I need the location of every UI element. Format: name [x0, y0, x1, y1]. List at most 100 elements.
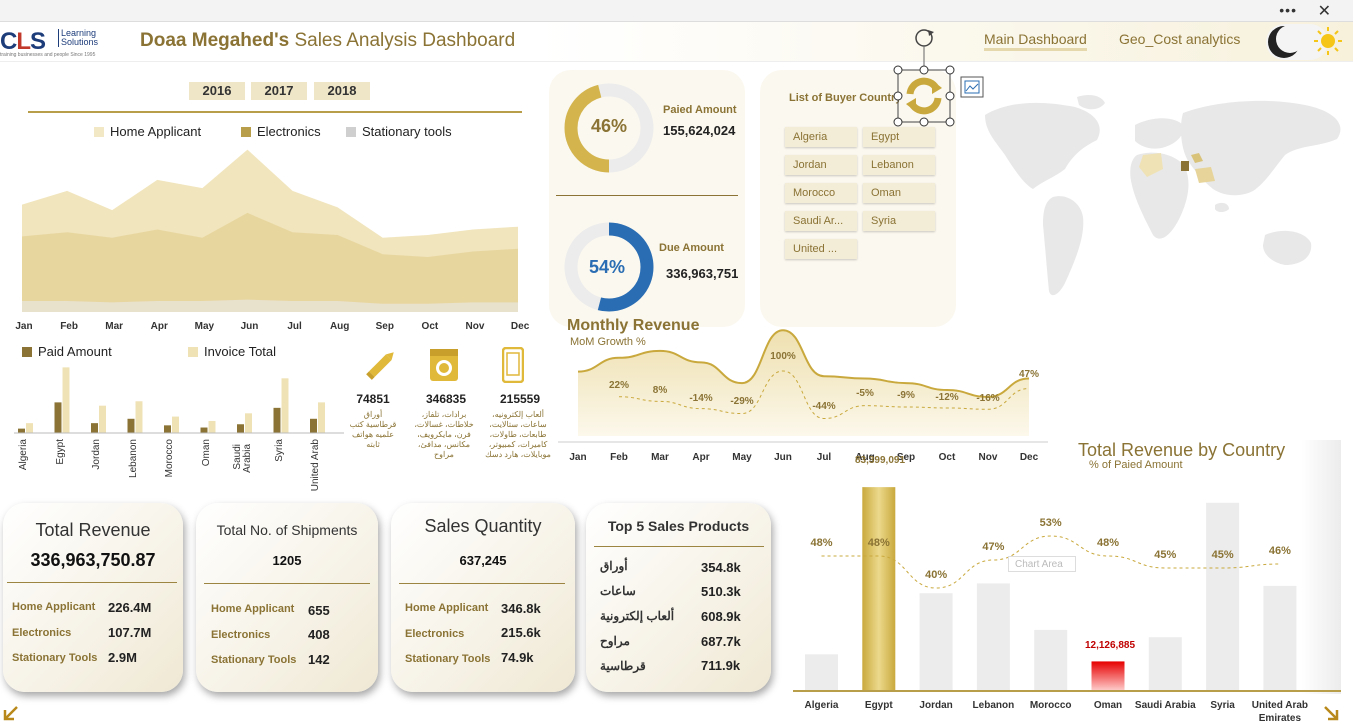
x-tick-label: Oman	[200, 439, 212, 467]
row-label: Home Applicant	[12, 601, 96, 613]
slicer-item-saudi-arabia[interactable]: Saudi Ar...	[785, 211, 857, 231]
growth-label: 100%	[770, 351, 796, 362]
category-area-chart[interactable]	[22, 140, 522, 315]
x-tick-label: Algeria	[18, 439, 29, 471]
refresh-icon[interactable]	[906, 77, 942, 115]
slicer-item-lebanon[interactable]: Lebanon	[863, 155, 935, 175]
bar-country-revenue[interactable]	[1263, 585, 1297, 691]
x-tick-label: Mar	[651, 452, 669, 463]
map-region-levant[interactable]	[1191, 153, 1203, 163]
x-tick-label: United Arab	[310, 439, 321, 492]
area-electronics[interactable]	[22, 212, 518, 312]
close-icon[interactable]: ✕	[1317, 3, 1331, 20]
bar-paid-amount[interactable]	[164, 425, 171, 433]
map-region-gulf[interactable]	[1195, 167, 1215, 183]
bar-country-revenue[interactable]	[1034, 629, 1068, 691]
percent-label: 46%	[1268, 545, 1291, 557]
bar-invoice-total[interactable]	[26, 423, 33, 433]
bar-paid-amount[interactable]	[237, 424, 244, 433]
arrow-down-left-icon[interactable]	[2, 704, 20, 722]
year-2016-button[interactable]: 2016	[189, 82, 245, 100]
bar-invoice-total[interactable]	[245, 413, 252, 433]
bar-paid-amount[interactable]	[310, 418, 317, 433]
country-revenue-chart[interactable]	[793, 440, 1341, 694]
slicer-item-uae[interactable]: United ...	[785, 239, 857, 259]
bar-country-revenue[interactable]	[805, 654, 838, 691]
bar-invoice-total[interactable]	[99, 405, 106, 433]
electronics-description: ألعاب إلكترونيه، ساعات، ستالايت، طابعات،…	[485, 410, 551, 459]
x-tick-label: Jordan	[91, 439, 102, 470]
percent-label: 53%	[1039, 517, 1062, 529]
row-value: 107.7M	[108, 625, 152, 640]
theme-toggle[interactable]	[1266, 24, 1346, 60]
map-region-egypt[interactable]	[1181, 161, 1189, 171]
rotate-handle-icon[interactable]	[915, 29, 934, 47]
bar-paid-amount[interactable]	[200, 427, 208, 433]
bar-country-revenue[interactable]	[862, 487, 896, 691]
x-tick-label: Jan	[15, 321, 33, 332]
bar-invoice-total[interactable]	[318, 402, 325, 433]
x-tick-label: Syria	[273, 439, 285, 462]
paid-percent: 46%	[590, 116, 628, 136]
x-tick-label: Nov	[978, 452, 998, 463]
refresh-shape[interactable]	[888, 26, 988, 128]
x-tick-label: Oct	[421, 321, 439, 332]
x-tick-label: Nov	[465, 321, 485, 332]
x-tick-label: Jun	[240, 321, 259, 332]
logo-tagline: training businesses and people Since 199…	[0, 52, 96, 58]
bar-invoice-total[interactable]	[172, 416, 179, 433]
bar-country-revenue[interactable]	[976, 583, 1010, 691]
country-chart-subtitle: % of Paied Amount	[1089, 459, 1183, 471]
bar-paid-amount[interactable]	[54, 402, 62, 433]
nav-geo-cost[interactable]: Geo_Cost analytics	[1119, 31, 1241, 47]
more-icon[interactable]: •••	[1279, 2, 1297, 18]
bar-paid-amount[interactable]	[273, 407, 281, 433]
bar-invoice-total[interactable]	[281, 378, 289, 433]
bar-country-revenue[interactable]	[1206, 502, 1240, 691]
x-tick-label: Sep	[375, 321, 394, 332]
bar-invoice-total[interactable]	[62, 367, 70, 433]
growth-label: 47%	[1018, 369, 1039, 380]
x-tick-label: Apr	[692, 452, 710, 463]
bar-paid-amount[interactable]	[91, 423, 98, 433]
x-tick-label: Egypt	[54, 439, 66, 465]
divider	[594, 546, 764, 547]
product-name: قرطاسية	[600, 659, 646, 673]
bar-invoice-total[interactable]	[208, 420, 216, 433]
growth-label: 8%	[652, 385, 668, 396]
slicer-item-morocco[interactable]: Morocco	[785, 183, 857, 203]
year-2017-button[interactable]: 2017	[251, 82, 307, 100]
product-name: ألعاب إلكترونية	[600, 609, 675, 623]
slicer-item-oman[interactable]: Oman	[863, 183, 935, 203]
dashboard-header	[0, 22, 1353, 62]
slicer-item-algeria[interactable]: Algeria	[785, 127, 857, 147]
x-tick-label: Egypt	[864, 700, 893, 711]
paid-invoice-bar-chart[interactable]	[14, 360, 344, 435]
bar-country-revenue[interactable]	[1148, 637, 1182, 691]
bar-country-revenue[interactable]	[919, 593, 953, 691]
slicer-item-egypt[interactable]: Egypt	[863, 127, 935, 147]
x-tick-label: Saudi Arabia	[232, 444, 253, 473]
year-2018-button[interactable]: 2018	[314, 82, 370, 100]
washing-machine-icon	[430, 349, 458, 381]
slicer-item-jordan[interactable]: Jordan	[785, 155, 857, 175]
monthly-revenue-chart[interactable]	[558, 318, 1048, 446]
arrow-down-right-icon[interactable]	[1322, 704, 1340, 722]
row-label: Stationary Tools	[211, 654, 297, 666]
bar-country-revenue[interactable]	[1091, 661, 1125, 691]
x-tick-label: Feb	[60, 321, 78, 332]
bar-invoice-total[interactable]	[135, 401, 143, 433]
percent-label: 48%	[867, 537, 890, 549]
x-tick-label: Jan	[569, 452, 587, 463]
layout-options-icon[interactable]	[960, 76, 984, 98]
electronics-count: 215559	[499, 392, 541, 406]
area-stationary[interactable]	[22, 299, 518, 312]
bar-paid-amount[interactable]	[18, 428, 25, 433]
bar-paid-amount[interactable]	[127, 418, 135, 433]
world-map[interactable]	[985, 85, 1347, 325]
map-region-algeria[interactable]	[1139, 153, 1163, 177]
sales-quantity-value: 637,245	[459, 553, 507, 568]
nav-main-dashboard[interactable]: Main Dashboard	[984, 31, 1087, 51]
row-label: Home Applicant	[405, 602, 489, 614]
slicer-item-syria[interactable]: Syria	[863, 211, 935, 231]
